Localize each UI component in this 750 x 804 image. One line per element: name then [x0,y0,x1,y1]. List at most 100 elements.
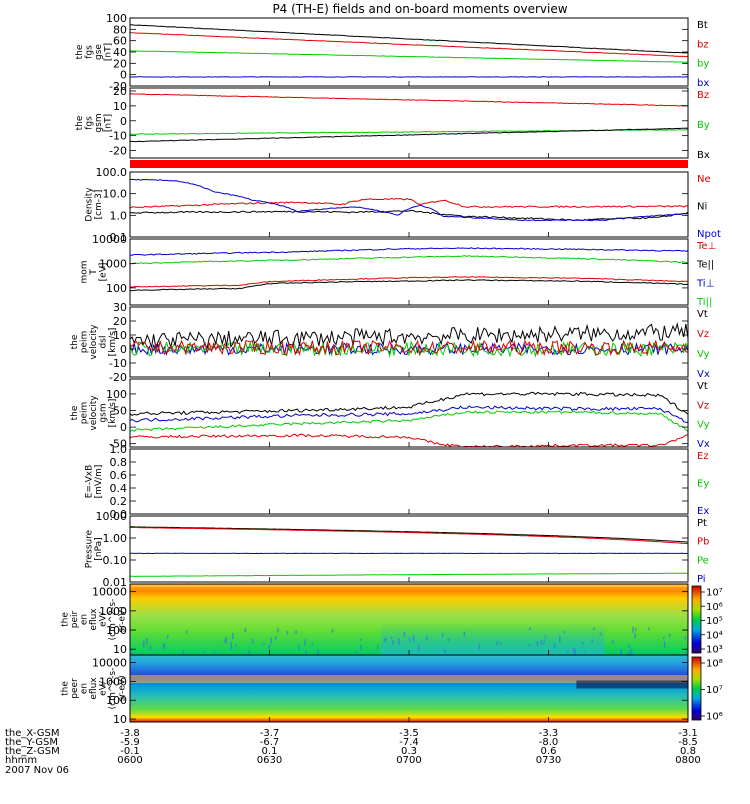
legend-label-3: Pi [697,574,706,585]
legend-label-2: Bx [697,150,710,161]
spectrogram-speck [612,640,614,644]
ytick-label: 1.00 [103,532,128,545]
spectrogram-speck [404,632,406,637]
spectrogram-speck [360,638,362,640]
spectrogram-speck [543,639,545,643]
ylabel-line: the [61,612,71,627]
ytick-label: 10 [113,713,127,726]
spectrogram-speck [632,627,634,633]
ylabel-line: eflux [89,608,99,631]
series-line-Vt [130,392,688,415]
colorbar-tick-label: 10⁶ [706,712,723,723]
spectrogram-speck [418,645,420,651]
ylabel-line: [mV/m] [94,465,104,499]
spectrogram-speck [183,650,185,655]
ylabel-line: peim [80,402,90,425]
spectrogram-speck [631,649,633,655]
spectrogram-speck [252,639,254,644]
spectrogram-speck [591,640,593,643]
ylabel-line: Density [84,187,94,222]
series-line-Ni [130,210,688,220]
ytick-label: 1000 [99,675,127,688]
legend-label-0: Ez [697,451,709,462]
colorbar-tick-label: 10⁵ [706,616,723,627]
spectrogram-speck [277,628,279,633]
spectrogram-speck [360,645,362,651]
panel-ylabel: Density[cm-3] [84,187,104,222]
series-line-Vx [130,406,688,423]
spectrogram-speck [545,636,547,638]
ytick-label: 0 [120,421,127,434]
spectrogram-speck [248,651,250,655]
ylabel-line: velocity [89,324,99,360]
spectrogram-speck [163,644,165,650]
ylabel-line: the [70,405,80,420]
ylabel-line: gse [94,44,104,60]
series-line-bz [130,33,688,57]
ylabel-line: velocity [89,395,99,431]
ytick-label: 100 [106,282,127,295]
legend-label-1: By [697,120,710,131]
ytick-label: 50 [113,405,127,418]
ytick-label: 100 [106,388,127,401]
ytick-label: 10000 [92,586,127,599]
ytick-label: -10 [109,357,127,370]
panel-frame [130,239,688,305]
spectrogram-speck [564,631,566,634]
spectrogram-speck [575,649,577,655]
spectrogram-speck [648,627,650,630]
colorbar [692,657,701,720]
legend-label-0: Vt [697,309,708,320]
legend-label-2: Ti⊥ [696,278,714,289]
legend-label-1: Pb [697,537,709,548]
spectrogram-speck [669,634,671,638]
series-line-Bx [130,128,688,142]
spectrogram-speck [224,639,226,642]
series-line-Bz [130,94,688,106]
legend-label-1: Vz [697,400,709,411]
legend-label-0: Bz [697,90,709,101]
spectrogram-speck [413,635,415,642]
axis-row-label: 2007 Nov 06 [5,765,69,776]
legend-label-2: Ex [697,506,709,517]
legend-label-0: Te⊥ [696,241,716,252]
spectrogram-speck [398,639,400,645]
spectrogram-speck [529,627,531,630]
legend-label-1: Ey [697,479,709,490]
ytick-label: 1000 [99,605,127,618]
spectrogram-speck [146,638,148,645]
ylabel-line: peir [70,610,80,628]
ytick-label: 10 [113,329,127,342]
separator-band [130,160,688,168]
spectrogram-speck [263,643,265,645]
spectrogram-speck [444,649,446,653]
ylabel-line: peim [80,331,90,354]
ytick-label: 10 [113,643,127,656]
spectrogram-speck [384,638,386,642]
ylabel-line: the [75,115,85,130]
spectrogram-speck [270,638,272,644]
ytick-label: 0.2 [110,495,128,508]
spectrogram-speck [426,636,428,641]
colorbar-tick-label: 10⁴ [706,630,723,641]
spectrogram-speck [235,644,237,646]
ytick-label: -20 [109,371,127,384]
spectrogram-lowflux-region [381,623,604,655]
spectrogram-speck [391,637,393,639]
spectrogram-speck [685,636,687,639]
axis-value: 0800 [675,755,700,766]
spectrogram-speck [150,646,152,650]
spectrogram-speck [500,642,502,645]
spectrogram-speck [385,638,387,640]
axis-value: 0600 [117,755,142,766]
legend-label-3: bx [697,78,709,89]
ytick-label: 1000 [99,257,127,270]
spectrogram-speck [464,632,466,637]
ylabel-line: the [75,44,85,59]
spectrogram-speck [232,633,234,639]
